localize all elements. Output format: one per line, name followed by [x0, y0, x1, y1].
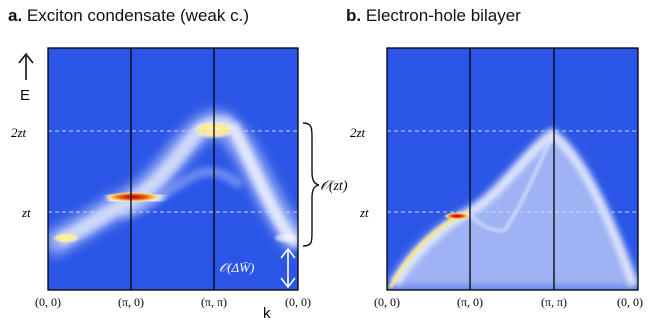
panel-a-x-axis-label: k — [263, 305, 271, 320]
panel-b-frame — [386, 47, 639, 291]
panel-b-xtick-0: (0, 0) — [374, 295, 400, 309]
panel-b-xtick-1: (π, 0) — [457, 295, 483, 309]
panel-a-xtick-3: (0, 0) — [285, 295, 311, 309]
panel-a-annotation-large: 𝒪(zt) — [320, 179, 348, 194]
panel-b-band-main — [390, 127, 638, 288]
panel-a-xtick-2: (π, π) — [201, 295, 227, 309]
panel-b-ytick-zt: zt — [359, 205, 369, 220]
panel-b-band-inner — [466, 135, 555, 233]
panel-a-title: a. Exciton condensate (weak c.) — [8, 6, 249, 26]
panel-b-title-text: Electron-hole bilayer — [365, 6, 521, 25]
panel-a-hotspot-red — [105, 192, 161, 202]
panel-a-arrow-up-head — [280, 247, 296, 259]
panel-a-ytick-2zt: 2zt — [11, 125, 27, 140]
panel-b-plot — [386, 47, 639, 291]
panel-a-title-text: Exciton condensate (weak c.) — [26, 6, 249, 25]
panel-b-letter: b. — [346, 6, 362, 25]
panel-a-annotation-small: 𝒪(ΔW̄) — [219, 260, 254, 275]
panel-a-brace — [302, 122, 320, 247]
panel-a-arrow-down-head — [280, 277, 296, 289]
panel-a-frame — [47, 47, 299, 291]
panel-b-xtick-2: (π, π) — [541, 295, 567, 309]
panel-a-xtick-1: (π, 0) — [118, 295, 144, 309]
panel-b-dome — [387, 132, 638, 290]
panel-b-title: b. Electron-hole bilayer — [346, 6, 521, 26]
panel-b-hotspot-red — [444, 212, 470, 220]
panel-b-ytick-2zt: 2zt — [350, 125, 366, 140]
panel-b-axes: 2zt zt (0, 0) (π, 0) (π, π) (0, 0) — [350, 125, 643, 309]
panel-a-plot: 𝒪(ΔW̄) — [47, 47, 299, 291]
panel-a-hotspot-right — [275, 234, 295, 242]
energy-arrow-head-icon — [18, 52, 34, 64]
panel-a-letter: a. — [8, 6, 23, 25]
panel-b-xtick-3: (0, 0) — [617, 295, 643, 309]
panel-a-xtick-0: (0, 0) — [35, 295, 61, 309]
panel-a-band-lower — [118, 166, 244, 221]
panel-a-y-axis-label: E — [20, 87, 30, 104]
panel-a-axes: E 2zt zt (0, 0) (π, 0) (π, π) (0, 0) k 𝒪… — [11, 52, 348, 320]
panel-a-ytick-zt: zt — [21, 205, 31, 220]
panel-a-hotspot-left — [52, 233, 80, 243]
